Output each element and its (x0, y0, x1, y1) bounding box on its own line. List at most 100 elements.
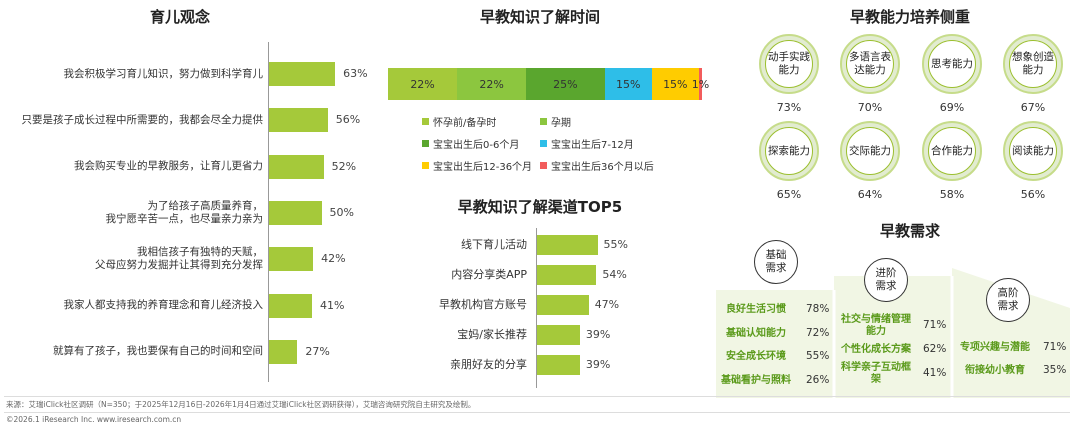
chart3-bar (537, 235, 598, 255)
chart4-capability-label: 合作能力 (928, 127, 976, 175)
chart4-capability-label: 交际能力 (846, 127, 894, 175)
chart3-category-label: 线下育儿活动 (461, 238, 527, 251)
chart1-value-label: 52% (331, 159, 357, 173)
chart2-segment: 22% (457, 68, 527, 100)
chart5-need-value: 71% (923, 319, 947, 331)
chart4-capability-circle: 交际能力 (840, 121, 900, 181)
chart3-category-label: 内容分享类APP (451, 268, 527, 281)
chart1-bar (269, 339, 298, 364)
chart5-need-value: 62% (923, 343, 947, 355)
chart4-capability-circle: 阅读能力 (1003, 121, 1063, 181)
chart1-bar (269, 200, 322, 225)
chart2-legend-item: 怀孕前/备孕时 (422, 114, 496, 129)
chart2-legend-swatch (540, 162, 547, 169)
chart5-need-value: 41% (923, 367, 947, 379)
chart1-value-label: 27% (305, 344, 330, 358)
chart3-value-label: 39% (585, 358, 611, 371)
chart1-value-label: 50% (329, 205, 354, 219)
chart5-need-value: 78% (806, 303, 830, 315)
chart1-bar (269, 293, 313, 318)
chart4-capability-value: 73% (776, 101, 802, 114)
chart1-category-label: 只要是孩子成长过程中所需要的，我都会尽全力提供 (21, 113, 264, 126)
chart4-capability-circle: 思考能力 (922, 34, 982, 94)
chart4-capability-label: 动手实践 能力 (765, 40, 813, 88)
chart5-need-label: 基础认知能力 (726, 327, 786, 339)
chart5-need-value: 55% (806, 350, 830, 362)
chart1-value-label: 41% (320, 298, 345, 312)
chart2-segment: 25% (526, 68, 605, 100)
chart2-legend-label: 怀孕前/备孕时 (433, 118, 497, 129)
chart2-legend-swatch (540, 140, 547, 147)
chart2-segment: 22% (388, 68, 458, 100)
chart1-category-label: 我会购买专业的早教服务，让育儿更省力 (74, 160, 263, 173)
chart2-segment-label: 22% (410, 77, 435, 91)
chart5-need-label: 安全成长环境 (726, 351, 786, 362)
chart2-legend-item: 宝宝出生后7-12月 (540, 136, 634, 151)
chart5-tier-bubble: 基础 需求 (754, 240, 798, 284)
chart3-bar (537, 295, 589, 315)
chart4-capability-value: 65% (776, 188, 802, 201)
chart2-legend-item: 宝宝出生后0-6个月 (422, 136, 519, 151)
chart2-legend-label: 宝宝出生后12-36个月 (433, 162, 533, 173)
chart5-need-label: 个性化成长方案 (841, 344, 911, 355)
footer-copyright: ©2026.1 iResearch Inc. www.iresearch.com… (6, 415, 182, 424)
chart1-value-label: 63% (343, 67, 368, 80)
chart3-category-label: 宝妈/家长推荐 (457, 328, 527, 341)
chart5-steps-bg (716, 268, 1070, 398)
chart1-value-label: 56% (335, 113, 361, 127)
chart5-title: 早教需求 (879, 222, 940, 240)
chart3-bar (537, 355, 580, 375)
chart3-category-label: 亲朋好友的分享 (450, 358, 527, 371)
chart2-segment-label: 25% (553, 77, 578, 91)
chart4-capability-circle: 想象创造 能力 (1003, 34, 1063, 94)
chart4-capability-label: 探索能力 (765, 127, 813, 175)
chart3-bar (537, 325, 580, 345)
chart5-need-label: 专项兴趣与潜能 (960, 342, 1030, 353)
chart2-legend-swatch (422, 162, 429, 169)
chart2-segment-label: 15% (663, 77, 688, 91)
chart4-title: 早教能力培养侧重 (849, 8, 970, 26)
chart2-segment: 15% (604, 68, 652, 100)
chart1-axis (268, 42, 269, 382)
chart5-tier-bubble: 进阶 需求 (864, 258, 908, 302)
chart2-title: 早教知识了解时间 (479, 8, 600, 26)
chart1-bar (269, 154, 324, 179)
chart2-legend-item: 宝宝出生后12-36个月 (422, 158, 532, 173)
chart3-value-label: 47% (594, 298, 620, 311)
chart1-bar (269, 108, 328, 133)
chart2-legend-swatch (540, 118, 547, 125)
chart2-stacked-bar: 22% 22% 25% 15% 15% 1% (388, 68, 709, 100)
chart4-capability-label: 阅读能力 (1009, 127, 1057, 175)
chart4-capability-value: 56% (1020, 188, 1046, 201)
chart5-need-label: 科学亲子互动框架 (841, 362, 911, 385)
chart3-value-label: 39% (585, 328, 611, 341)
chart2-legend-item: 宝宝出生后36个月以后 (540, 158, 654, 173)
chart1-bar (269, 62, 336, 86)
chart4-capability-circle: 多语言表 达能力 (840, 34, 900, 94)
chart1-category-label: 为了给孩子高质量养育， 我宁愿辛苦一点，也尽量亲力亲为 (105, 199, 264, 225)
chart4-capability-circle: 探索能力 (759, 121, 819, 181)
chart1-value-label: 42% (321, 252, 346, 266)
chart2-segment-label: 15% (615, 77, 641, 91)
chart1-category-label: 我会积极学习育儿知识，努力做到科学育儿 (63, 67, 264, 80)
footer-source: 来源：艾瑞iClick社区调研（N=350；于2025年12月16日-2026年… (6, 400, 476, 409)
chart2-legend-label: 宝宝出生后36个月以后 (551, 162, 654, 173)
chart2-legend-swatch (422, 140, 429, 147)
chart5-need-label: 社交与情绪管理 能力 (841, 314, 911, 337)
chart4-capability-label: 多语言表 达能力 (846, 40, 894, 88)
chart4-capability-label: 想象创造 能力 (1009, 40, 1057, 88)
chart2-segment-label: 22% (479, 77, 504, 91)
chart2-legend-item: 孕期 (540, 114, 571, 129)
chart1-category-label: 我相信孩子有独特的天赋， 父母应努力发掘并让其得到充分发挥 (95, 246, 263, 272)
chart5-need-value: 35% (1043, 364, 1067, 376)
chart5-need-value: 26% (806, 373, 830, 386)
footer-divider (4, 396, 1070, 397)
chart4-capability-value: 67% (1020, 101, 1046, 114)
chart1-category-label: 就算有了孩子，我也要保有自己的时间和空间 (53, 345, 263, 358)
chart4-capability-value: 70% (857, 101, 883, 114)
chart1-category-label: 我家人都支持我的养育理念和育儿经济投入 (63, 299, 264, 311)
footer-divider-2 (4, 412, 1070, 413)
chart4-capability-value: 69% (939, 101, 965, 114)
chart3-category-label: 早教机构官方账号 (439, 298, 527, 311)
chart5-need-label: 良好生活习惯 (726, 304, 786, 315)
